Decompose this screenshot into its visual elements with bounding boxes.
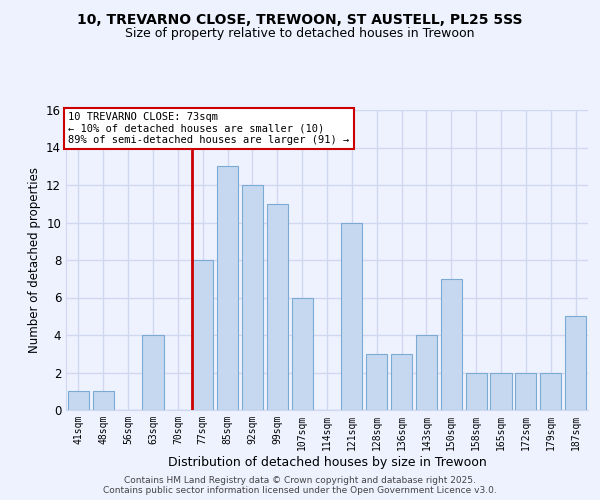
Bar — [391, 354, 412, 410]
Text: Size of property relative to detached houses in Trewoon: Size of property relative to detached ho… — [125, 28, 475, 40]
Bar — [292, 298, 313, 410]
X-axis label: Distribution of detached houses by size in Trewoon: Distribution of detached houses by size … — [167, 456, 487, 468]
Bar — [540, 372, 561, 410]
Bar — [267, 204, 288, 410]
Bar — [93, 391, 114, 410]
Text: 10, TREVARNO CLOSE, TREWOON, ST AUSTELL, PL25 5SS: 10, TREVARNO CLOSE, TREWOON, ST AUSTELL,… — [77, 12, 523, 26]
Text: Contains HM Land Registry data © Crown copyright and database right 2025.
Contai: Contains HM Land Registry data © Crown c… — [103, 476, 497, 495]
Text: 10 TREVARNO CLOSE: 73sqm
← 10% of detached houses are smaller (10)
89% of semi-d: 10 TREVARNO CLOSE: 73sqm ← 10% of detach… — [68, 112, 350, 145]
Bar — [416, 335, 437, 410]
Bar — [565, 316, 586, 410]
Bar — [490, 372, 512, 410]
Bar — [466, 372, 487, 410]
Bar — [366, 354, 387, 410]
Bar — [142, 335, 164, 410]
Bar — [341, 222, 362, 410]
Bar — [441, 279, 462, 410]
Bar — [515, 372, 536, 410]
Bar — [242, 185, 263, 410]
Bar — [217, 166, 238, 410]
Y-axis label: Number of detached properties: Number of detached properties — [28, 167, 41, 353]
Bar — [192, 260, 213, 410]
Bar — [68, 391, 89, 410]
